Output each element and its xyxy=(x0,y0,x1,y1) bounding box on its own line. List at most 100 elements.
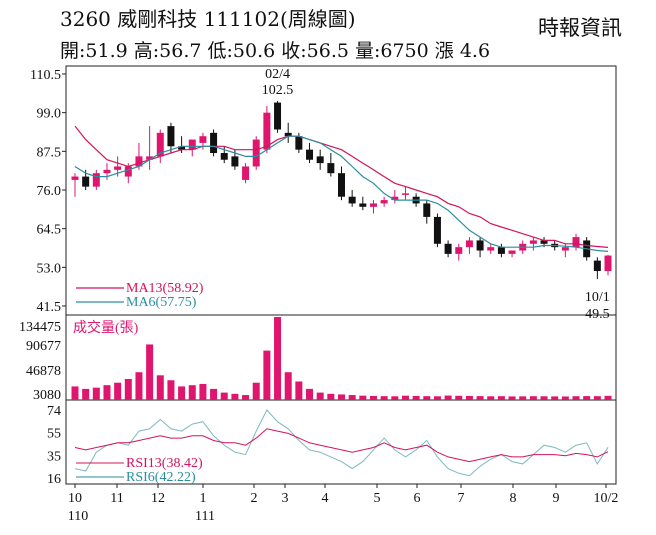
ma6-line xyxy=(74,135,609,252)
candle-body xyxy=(561,247,569,251)
volume-bar xyxy=(529,396,537,400)
rsi-tick-label: 16 xyxy=(47,472,61,487)
candle-body xyxy=(401,193,409,195)
price-legend-label: MA13(58.92) xyxy=(126,281,204,296)
volume-bar xyxy=(252,382,260,400)
candle-body xyxy=(156,132,164,157)
volume-tick-label: 46878 xyxy=(26,364,61,379)
x-tick-label: 12 xyxy=(151,491,165,506)
volume-bar xyxy=(444,395,452,400)
x-tick-label: 7 xyxy=(458,491,465,506)
volume-bar xyxy=(369,395,377,400)
rsi-tick-label: 35 xyxy=(47,450,61,465)
candle-body xyxy=(92,173,100,187)
x-tick-label: 9 xyxy=(553,491,560,506)
candle-body xyxy=(199,136,207,143)
candle-body xyxy=(210,132,218,154)
candle-body xyxy=(146,156,154,160)
quote-summary: 開:51.9 高:56.7 低:50.6 收:56.5 量:6750 漲 4.6 xyxy=(60,40,491,62)
candle-body xyxy=(274,102,282,130)
volume-bar xyxy=(401,395,409,400)
x-tick-label: 11 xyxy=(110,491,123,506)
candle-body xyxy=(327,163,335,174)
high-date-annotation: 02/4 xyxy=(265,67,290,82)
volume-bar xyxy=(316,392,324,400)
volume-bar xyxy=(433,396,441,400)
candle-body xyxy=(593,260,601,272)
price-tick-label: 64.5 xyxy=(37,223,62,238)
volume-bar xyxy=(540,396,548,400)
candle-body xyxy=(242,166,250,180)
volume-bar xyxy=(583,396,591,400)
price-tick-label: 110.5 xyxy=(30,68,61,83)
volume-bar xyxy=(188,385,196,400)
volume-bar xyxy=(284,372,292,400)
x-tick-label: 6 xyxy=(414,491,421,506)
volume-bar xyxy=(551,396,559,400)
candle-body xyxy=(572,237,580,248)
candle-body xyxy=(465,240,473,248)
candle-body xyxy=(423,203,431,217)
price-tick-label: 76.0 xyxy=(37,184,62,199)
x-tick-label: 3 xyxy=(282,491,289,506)
x-tick-label: 4 xyxy=(322,491,329,506)
volume-bar xyxy=(114,382,122,400)
volume-bar xyxy=(156,375,164,400)
volume-bar xyxy=(338,394,345,400)
candle-body xyxy=(178,146,186,150)
low-date-annotation: 10/1 xyxy=(585,290,610,305)
price-legend-label: MA6(57.75) xyxy=(126,295,197,310)
volume-bar xyxy=(412,395,420,400)
x-tick-label: 10 xyxy=(68,491,82,506)
price-tick-label: 41.5 xyxy=(37,300,62,315)
volume-bar xyxy=(178,386,186,400)
volume-bar xyxy=(71,386,79,400)
candle-body xyxy=(82,176,90,187)
candle-body xyxy=(497,247,505,254)
x-tick-label: 2 xyxy=(251,491,258,506)
rsi-legend-label: RSI13(38.42) xyxy=(126,456,203,471)
volume-bar xyxy=(487,396,495,400)
candle-body xyxy=(476,240,484,251)
volume-bar xyxy=(561,396,569,400)
candle-body xyxy=(604,255,612,272)
candle-body xyxy=(359,203,367,207)
rsi6-line xyxy=(74,409,609,477)
rsi-tick-label: 55 xyxy=(47,426,61,441)
volume-bar xyxy=(124,379,132,400)
candle-body xyxy=(338,173,345,197)
chart-title: 3260 威剛科技 111102(周線圖) xyxy=(60,7,356,31)
candle-body xyxy=(433,216,441,244)
volume-bar xyxy=(497,396,505,400)
volume-bar xyxy=(210,388,218,400)
candle-body xyxy=(220,153,228,160)
candle-body xyxy=(295,136,303,150)
volume-bar xyxy=(231,393,239,400)
candle-body xyxy=(369,203,377,207)
x-year-label: 111 xyxy=(195,509,215,524)
volume-bar xyxy=(476,396,484,400)
x-tick-label: 5 xyxy=(374,491,381,506)
price-tick-label: 99.0 xyxy=(37,107,62,122)
volume-bar xyxy=(103,385,111,400)
high-value-annotation: 102.5 xyxy=(262,83,294,98)
volume-tick-label: 134475 xyxy=(19,320,61,335)
volume-bar xyxy=(572,396,580,400)
candle-body xyxy=(114,166,122,170)
candle-body xyxy=(391,196,399,201)
volume-bar xyxy=(593,396,601,400)
candle-body xyxy=(455,247,463,254)
candle-body xyxy=(167,126,175,147)
candle-body xyxy=(231,156,239,167)
candle-body xyxy=(380,200,388,204)
low-value-annotation: 49.5 xyxy=(585,307,610,322)
volume-bar xyxy=(82,388,90,400)
volume-bar xyxy=(242,395,250,400)
volume-panel-title: 成交量(張) xyxy=(73,319,139,336)
volume-bar xyxy=(391,396,399,400)
volume-bar xyxy=(519,396,527,400)
candle-body xyxy=(487,247,495,251)
rsi-legend-label: RSI6(42.22) xyxy=(126,470,196,485)
volume-bar xyxy=(455,395,463,400)
